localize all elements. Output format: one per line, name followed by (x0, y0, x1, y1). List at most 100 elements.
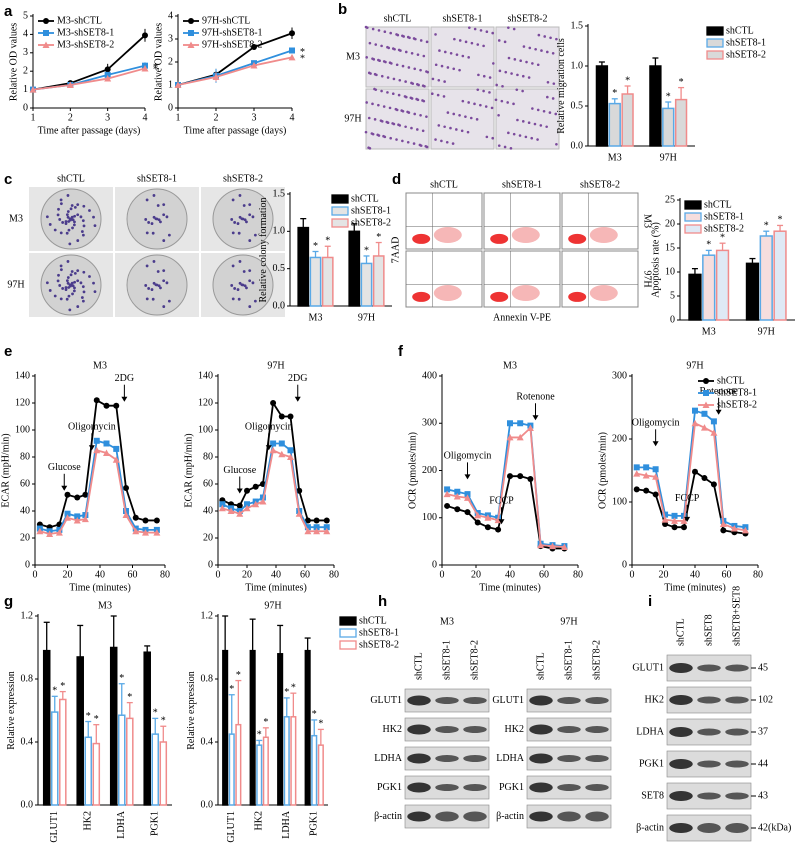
marker (506, 433, 514, 441)
line (636, 421, 746, 532)
chart-title: M3 (98, 600, 112, 611)
y-tick-label: 2 (168, 56, 173, 67)
legend-swatch (331, 194, 349, 204)
marker (661, 516, 669, 523)
lane-label: shSET8-1 (441, 640, 452, 680)
marker (288, 53, 296, 61)
colony (59, 264, 63, 268)
significance: * (612, 88, 617, 99)
row-label: M3 (346, 51, 360, 62)
bar (311, 734, 318, 806)
bar (159, 741, 168, 806)
significance: * (666, 91, 671, 102)
marker (66, 81, 74, 88)
marker (662, 511, 669, 518)
colony (238, 260, 242, 263)
marker (304, 524, 311, 531)
band (463, 784, 487, 791)
y-tick-label: 25 (665, 194, 675, 205)
colony (236, 222, 240, 225)
cell (434, 138, 437, 141)
x-tick-label: 4 (290, 112, 295, 123)
marker (81, 515, 89, 523)
y-tick-label: 0 (168, 102, 173, 113)
significance: * (263, 717, 268, 728)
y-tick-label: 400 (422, 370, 437, 381)
band (557, 755, 581, 762)
y-tick-label: 0.4 (201, 736, 214, 747)
marker (517, 420, 524, 427)
colony (66, 281, 70, 285)
colony (238, 215, 242, 219)
colony (144, 284, 148, 287)
significance: * (94, 714, 99, 725)
marker (141, 64, 149, 72)
colony (76, 203, 80, 207)
x-tick-label: 97H (358, 312, 375, 323)
colony (76, 269, 80, 273)
y-tick-label: 100 (612, 496, 627, 507)
marker (103, 402, 110, 409)
legend-label: shSET8-1 (717, 387, 757, 398)
marker (289, 30, 295, 37)
band-label: PGK1 (639, 758, 664, 769)
y-tick-label: 1.0 (273, 226, 286, 237)
marker (212, 73, 220, 80)
colony (151, 231, 155, 235)
cell (386, 91, 389, 94)
marker (643, 487, 650, 494)
colony (53, 294, 57, 298)
marker (527, 476, 534, 483)
column-label: shCTL (57, 173, 85, 184)
cell (404, 95, 408, 99)
band (669, 791, 693, 801)
band (725, 792, 749, 800)
cell (411, 82, 415, 85)
colony (59, 198, 63, 202)
marker (219, 501, 226, 508)
cell (380, 44, 383, 48)
bar (126, 717, 134, 806)
chart-title: M3 (503, 360, 517, 371)
cell (458, 68, 461, 72)
marker (710, 481, 717, 488)
x-tick-label: M3 (309, 312, 323, 323)
size-label: 45 (758, 662, 768, 673)
line (446, 422, 565, 547)
x-tick-label: 1 (31, 112, 36, 123)
cell (554, 112, 558, 116)
marker (278, 450, 286, 458)
marker (43, 30, 49, 36)
annotation: 2DG (288, 373, 307, 384)
colony (242, 204, 246, 207)
marker (313, 527, 321, 535)
cell (445, 140, 449, 144)
significance: * (300, 54, 305, 65)
y-tick-label: 1 (23, 84, 28, 95)
colony (145, 198, 149, 202)
panel-letter: f (398, 343, 404, 360)
cell (519, 59, 522, 63)
cell (482, 89, 485, 93)
y-tick-label: 15 (665, 242, 675, 253)
x-tick-label: 0 (33, 569, 38, 580)
population (490, 291, 509, 302)
annotation: Glucose (48, 462, 81, 473)
significance: * (364, 245, 369, 256)
marker (454, 506, 461, 513)
bar (277, 653, 284, 806)
significance: * (625, 75, 630, 86)
marker (444, 486, 451, 493)
cell (458, 113, 461, 117)
colony (150, 288, 154, 291)
marker (516, 433, 524, 441)
size-label: 44 (758, 758, 768, 769)
y-tick-label: 140 (15, 370, 30, 381)
cell (549, 36, 552, 40)
marker (526, 424, 534, 431)
marker (702, 401, 710, 408)
colony (162, 203, 166, 207)
cell (482, 74, 486, 78)
band (669, 663, 693, 673)
